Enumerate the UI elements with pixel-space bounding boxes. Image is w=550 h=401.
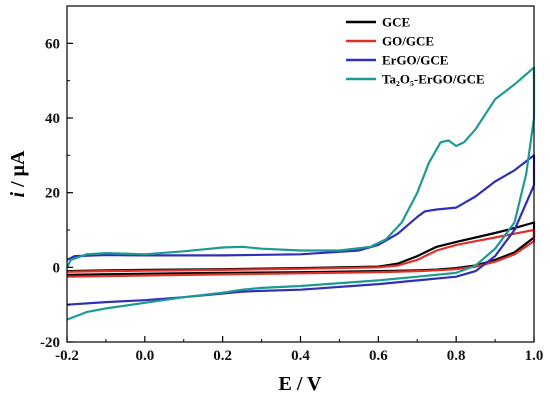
x-tick-label: 0.8 — [447, 348, 466, 364]
legend-label-2: ErGO/GCE — [382, 53, 448, 68]
series-line-3 — [66, 66, 536, 321]
x-tick-label: 0.4 — [291, 348, 310, 364]
y-tick-label: 20 — [45, 186, 60, 202]
x-tick-label: 1.0 — [525, 348, 544, 364]
x-tick-label: 0.2 — [213, 348, 232, 364]
y-tick-label: 0 — [53, 260, 61, 276]
x-tick-label: 0.0 — [135, 348, 154, 364]
legend-label-0: GCE — [382, 15, 410, 30]
legend-label-1: GO/GCE — [382, 34, 434, 49]
plot-area — [67, 6, 534, 342]
y-axis-title-symbol: i — [7, 191, 29, 197]
x-tick-label: -0.2 — [55, 348, 79, 364]
legend: GCE GO/GCE ErGO/GCE Ta₂O₅-ErGO/GCE — [346, 15, 485, 87]
y-tick-label: 40 — [45, 111, 60, 127]
tick-layer: -0.2 0.0 0.2 0.4 0.6 0.8 1.0 -20 0 20 40 60 — [40, 36, 543, 364]
series-line-2 — [66, 154, 536, 306]
y-tick-label: 60 — [45, 36, 60, 52]
y-axis-title: i / μA — [7, 150, 29, 197]
x-axis-title: E / V — [279, 373, 323, 395]
series-line-1 — [66, 228, 536, 278]
legend-label-3: Ta₂O₅-ErGO/GCE — [382, 72, 485, 87]
y-axis-title-unit: / μA — [7, 150, 29, 192]
series-layer — [66, 66, 536, 321]
y-tick-label: -20 — [40, 335, 60, 351]
x-tick-label: 0.6 — [369, 348, 388, 364]
